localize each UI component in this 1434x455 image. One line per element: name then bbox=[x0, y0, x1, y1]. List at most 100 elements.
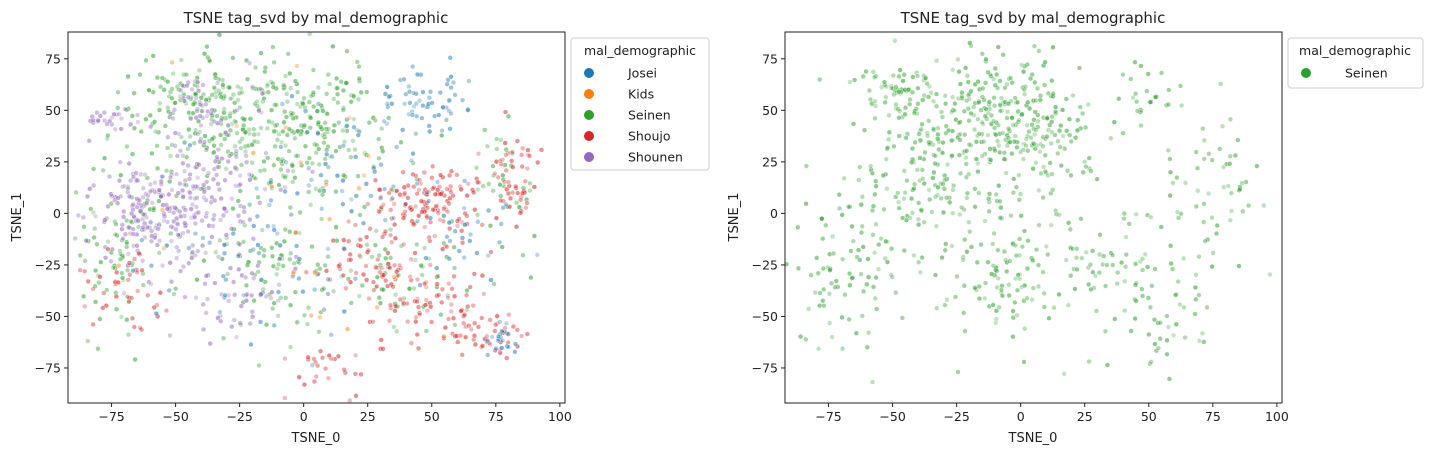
scatter-point bbox=[481, 291, 487, 297]
scatter-point bbox=[187, 142, 193, 148]
scatter-point bbox=[979, 153, 985, 159]
scatter-point bbox=[494, 136, 500, 142]
scatter-point bbox=[313, 374, 319, 380]
scatter-point bbox=[808, 272, 814, 278]
scatter-point bbox=[363, 263, 369, 269]
scatter-point bbox=[125, 277, 131, 283]
scatter-point bbox=[1218, 81, 1224, 87]
x-tick-label: 25 bbox=[360, 409, 376, 424]
scatter-point bbox=[965, 92, 972, 98]
scatter-point bbox=[942, 247, 948, 253]
scatter-point bbox=[817, 290, 823, 296]
scatter-point bbox=[193, 91, 199, 97]
scatter-point bbox=[376, 295, 382, 301]
scatter-point bbox=[180, 230, 186, 236]
scatter-point bbox=[1036, 187, 1042, 194]
scatter-point bbox=[387, 265, 393, 271]
scatter-point bbox=[986, 99, 992, 105]
scatter-point bbox=[815, 270, 821, 276]
scatter-point bbox=[282, 84, 288, 90]
scatter-point bbox=[236, 266, 242, 273]
scatter-point bbox=[129, 315, 136, 322]
scatter-point bbox=[309, 160, 316, 166]
scatter-point bbox=[990, 302, 996, 308]
scatter-point bbox=[316, 161, 322, 168]
scatter-point bbox=[302, 143, 309, 149]
scatter-point bbox=[233, 119, 239, 125]
scatter-point bbox=[230, 91, 237, 98]
scatter-point bbox=[869, 170, 876, 176]
scatter-point bbox=[1020, 156, 1027, 162]
scatter-point bbox=[909, 210, 916, 216]
scatter-point bbox=[1065, 302, 1071, 308]
scatter-point bbox=[334, 85, 340, 91]
scatter-point bbox=[1174, 175, 1180, 181]
scatter-point bbox=[373, 265, 379, 271]
scatter-point bbox=[308, 115, 314, 121]
scatter-point bbox=[287, 205, 293, 211]
scatter-point bbox=[420, 102, 426, 109]
scatter-point bbox=[192, 231, 199, 237]
scatter-point bbox=[1027, 75, 1034, 82]
scatter-point bbox=[475, 324, 482, 330]
scatter-point bbox=[203, 250, 209, 256]
scatter-point bbox=[949, 109, 955, 115]
scatter-point bbox=[432, 191, 439, 197]
scatter-point bbox=[294, 190, 301, 197]
scatter-point bbox=[150, 207, 157, 213]
scatter-point bbox=[899, 315, 905, 321]
scatter-point bbox=[217, 309, 223, 315]
scatter-point bbox=[174, 255, 180, 261]
scatter-point bbox=[919, 255, 925, 261]
scatter-point bbox=[993, 320, 999, 326]
scatter-point bbox=[293, 153, 299, 159]
scatter-point bbox=[269, 253, 276, 259]
scatter-point bbox=[1000, 52, 1006, 58]
scatter-point bbox=[367, 319, 373, 325]
scatter-point bbox=[255, 131, 261, 137]
scatter-point bbox=[173, 226, 179, 233]
scatter-point bbox=[479, 315, 485, 321]
scatter-point bbox=[519, 190, 526, 196]
scatter-point bbox=[982, 295, 988, 302]
scatter-point bbox=[1175, 215, 1182, 221]
scatter-point bbox=[462, 222, 468, 228]
scatter-point bbox=[316, 329, 322, 335]
scatter-point bbox=[282, 109, 288, 115]
scatter-point bbox=[1128, 76, 1134, 82]
scatter-point bbox=[441, 206, 447, 212]
scatter-point bbox=[202, 133, 208, 139]
scatter-point bbox=[975, 100, 982, 106]
scatter-point bbox=[910, 74, 916, 80]
scatter-point bbox=[908, 196, 915, 202]
scatter-point bbox=[427, 215, 434, 221]
scatter-point bbox=[324, 91, 330, 97]
scatter-point bbox=[966, 96, 972, 102]
scatter-point bbox=[169, 142, 175, 148]
scatter-point bbox=[105, 239, 111, 245]
scatter-point bbox=[256, 250, 262, 256]
scatter-point bbox=[189, 249, 196, 255]
scatter-point bbox=[265, 89, 271, 95]
scatter-point bbox=[524, 166, 530, 172]
scatter-point bbox=[896, 73, 902, 80]
scatter-point bbox=[988, 121, 995, 127]
scatter-point bbox=[1193, 149, 1199, 155]
scatter-point bbox=[101, 117, 108, 124]
scatter-point bbox=[953, 117, 959, 123]
scatter-point bbox=[458, 186, 464, 193]
scatter-point bbox=[270, 44, 276, 50]
scatter-point bbox=[795, 224, 801, 230]
scatter-point bbox=[376, 136, 382, 142]
scatter-point bbox=[509, 150, 515, 157]
scatter-point bbox=[490, 188, 496, 194]
scatter-point bbox=[288, 344, 294, 350]
scatter-point bbox=[322, 120, 328, 126]
scatter-point bbox=[868, 163, 874, 169]
scatter-point bbox=[192, 196, 198, 202]
scatter-point bbox=[424, 200, 430, 206]
scatter-point bbox=[180, 264, 187, 270]
scatter-point bbox=[233, 183, 239, 189]
scatter-point bbox=[1055, 138, 1061, 144]
scatter-point bbox=[819, 216, 825, 222]
